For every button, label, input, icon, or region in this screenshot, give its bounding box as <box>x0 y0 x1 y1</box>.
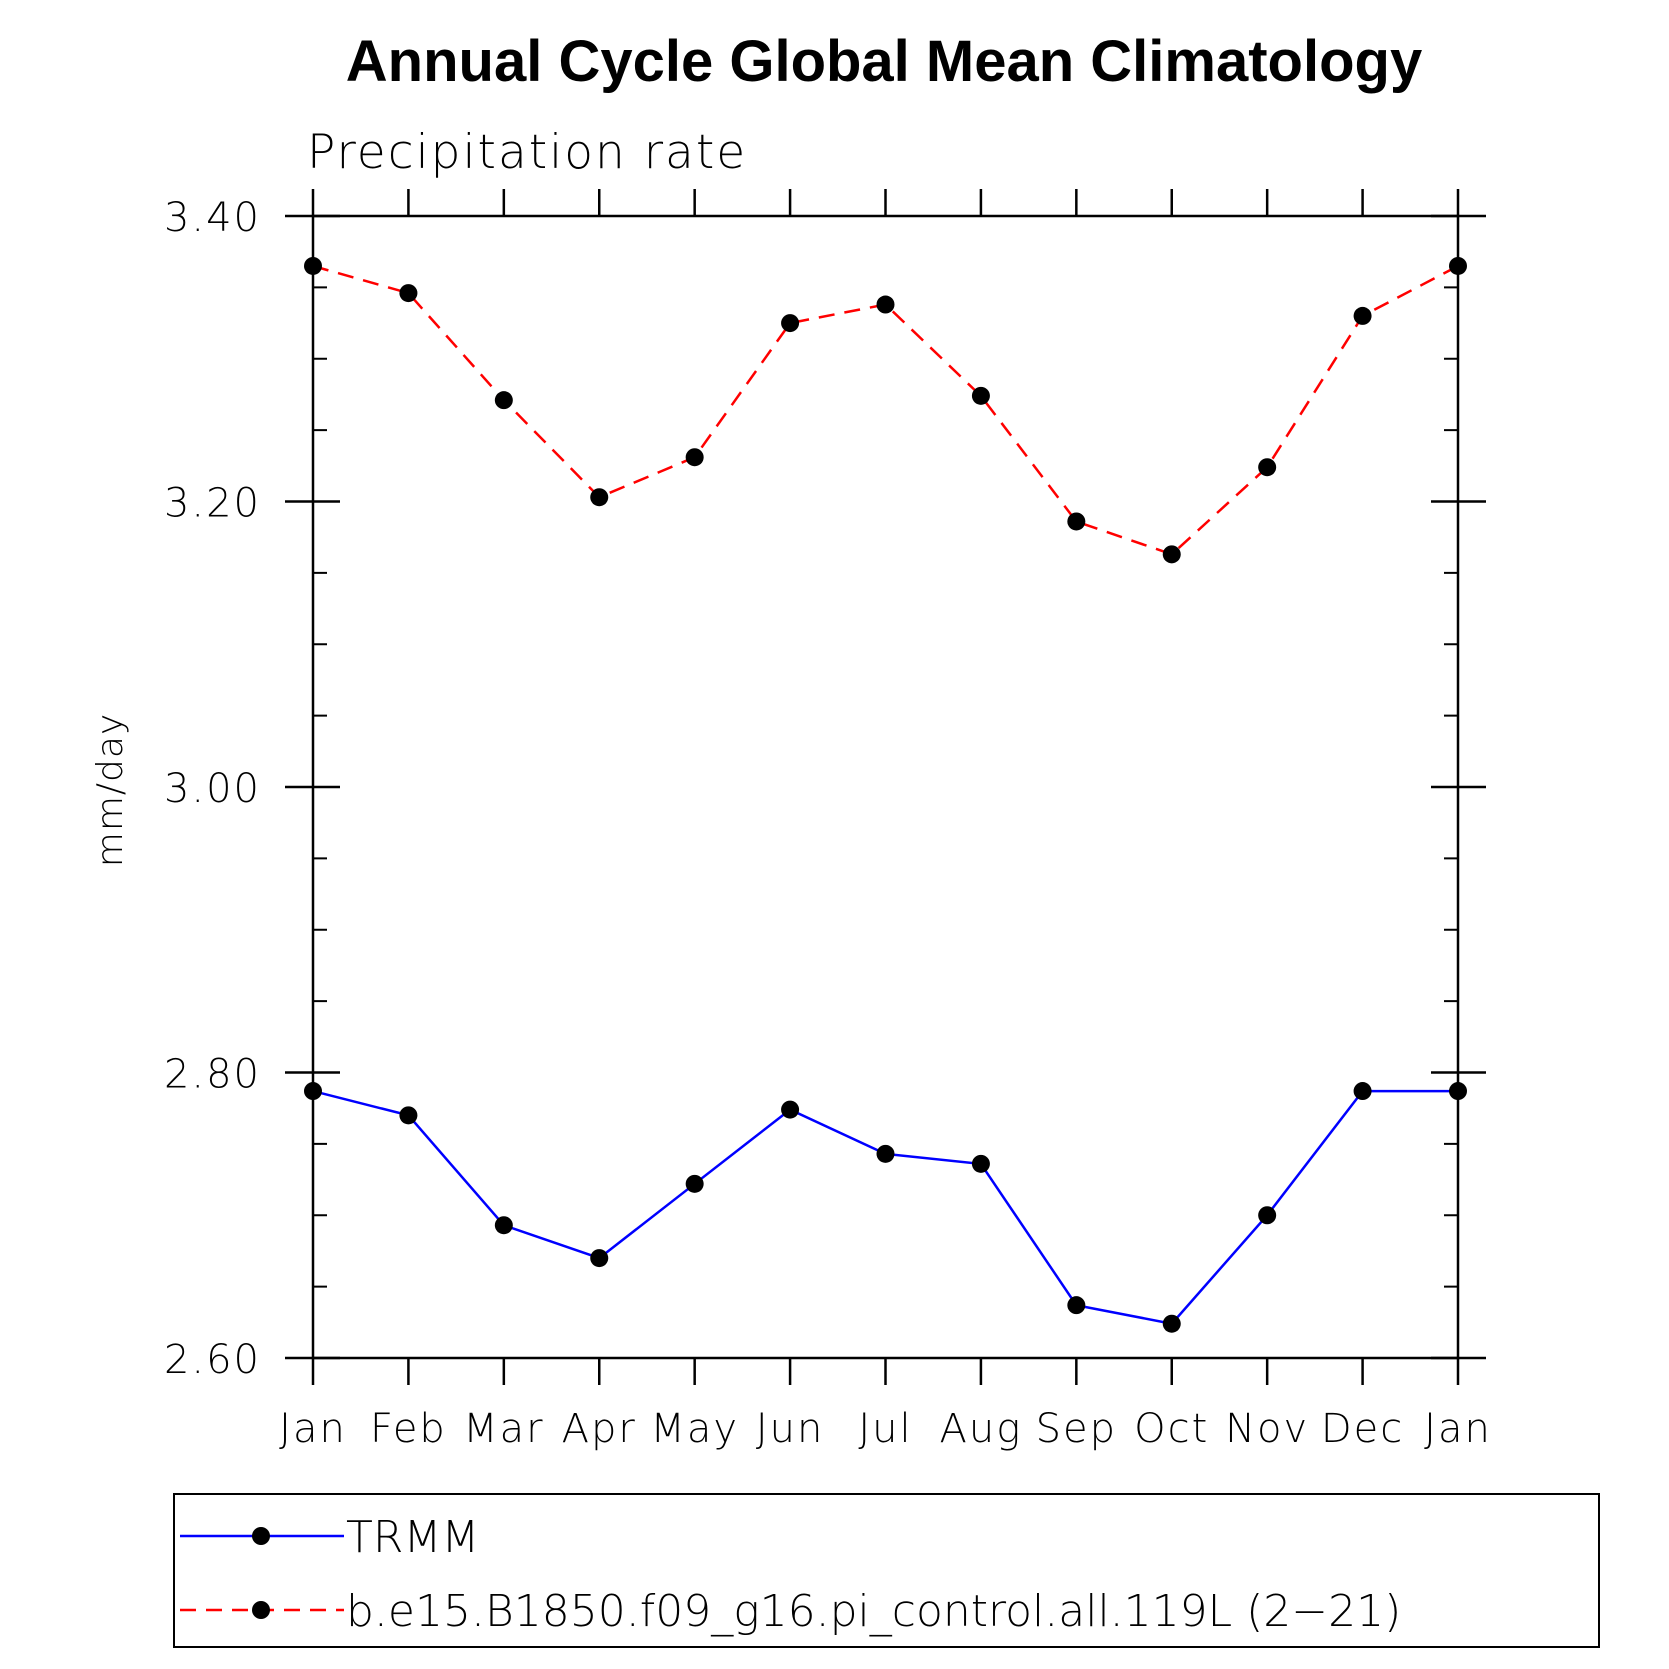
y-tick-label: 3.00 <box>164 766 261 812</box>
x-tick-label: Jan <box>279 1406 347 1452</box>
series-1-point <box>399 284 418 303</box>
series-0-point <box>1353 1082 1372 1101</box>
y-tick-label: 2.60 <box>164 1337 261 1383</box>
y-tick-label: 3.20 <box>164 481 261 527</box>
axes: Jan Feb Mar Apr May Jun Jul Aug Sep Oct Nov Dec Jan 2… <box>164 189 1492 1452</box>
series-0-point <box>494 1216 513 1235</box>
series-1-point <box>876 295 895 314</box>
x-tick-label: Jan <box>1424 1406 1492 1452</box>
x-tick-label: Sep <box>1036 1406 1117 1452</box>
x-tick-label: Jul <box>858 1406 912 1452</box>
chart-title: Annual Cycle Global Mean Climatology <box>346 29 1422 94</box>
series-0-point <box>971 1154 990 1173</box>
legend-marker-model <box>252 1601 270 1619</box>
series-0-point <box>1449 1082 1467 1101</box>
x-tick-label: Apr <box>562 1406 637 1452</box>
series-line-0 <box>312 1089 1458 1326</box>
x-tick-label: Mar <box>463 1406 544 1452</box>
series-0-point <box>399 1106 418 1125</box>
series-0-point <box>304 1082 322 1101</box>
series-1-point <box>781 314 800 333</box>
legend-label-trmm: TRMM <box>346 1512 479 1563</box>
series-1-point <box>1258 458 1277 477</box>
legend-label-model: b.e15.B1850.f09_g16.pi_control.all.119L … <box>346 1586 1401 1637</box>
series-1-point <box>1162 545 1181 564</box>
series-0-point <box>1067 1296 1086 1315</box>
series-layer <box>304 256 1467 1333</box>
series-1-point <box>590 488 609 507</box>
x-tick-label: Oct <box>1134 1406 1209 1452</box>
legend-box <box>173 1493 1600 1648</box>
legend-marker-trmm <box>252 1527 270 1545</box>
series-1-point <box>1067 512 1086 531</box>
series-0-point <box>685 1174 704 1193</box>
x-tick-label: Dec <box>1321 1406 1404 1452</box>
series-0-point <box>1258 1206 1277 1225</box>
plot-frame <box>311 214 1460 1360</box>
series-1-point <box>494 391 513 410</box>
series-0-point <box>781 1100 800 1119</box>
x-tick-label: Jun <box>756 1406 825 1452</box>
x-tick-label: Nov <box>1225 1406 1309 1452</box>
series-0-point <box>1162 1314 1181 1333</box>
series-1-point <box>1449 256 1467 275</box>
series-0-point <box>876 1144 895 1163</box>
x-tick-label: May <box>650 1406 739 1452</box>
x-tick-label: Aug <box>940 1406 1023 1452</box>
series-1-point <box>304 256 322 275</box>
y-tick-label: 3.40 <box>164 195 261 241</box>
series-1-point <box>971 386 990 405</box>
x-tick-label: Feb <box>370 1406 447 1452</box>
y-tick-label: 2.80 <box>164 1052 261 1098</box>
series-1-point <box>1353 306 1372 325</box>
y-axis-label: mm/day <box>90 713 131 867</box>
series-1-point <box>685 448 704 467</box>
series-0-point <box>590 1249 609 1268</box>
chart-subtitle: Precipitation rate <box>307 125 747 180</box>
legend: TRMM b.e15.B1850.f09_g16.pi_control.all.… <box>173 1493 1600 1648</box>
